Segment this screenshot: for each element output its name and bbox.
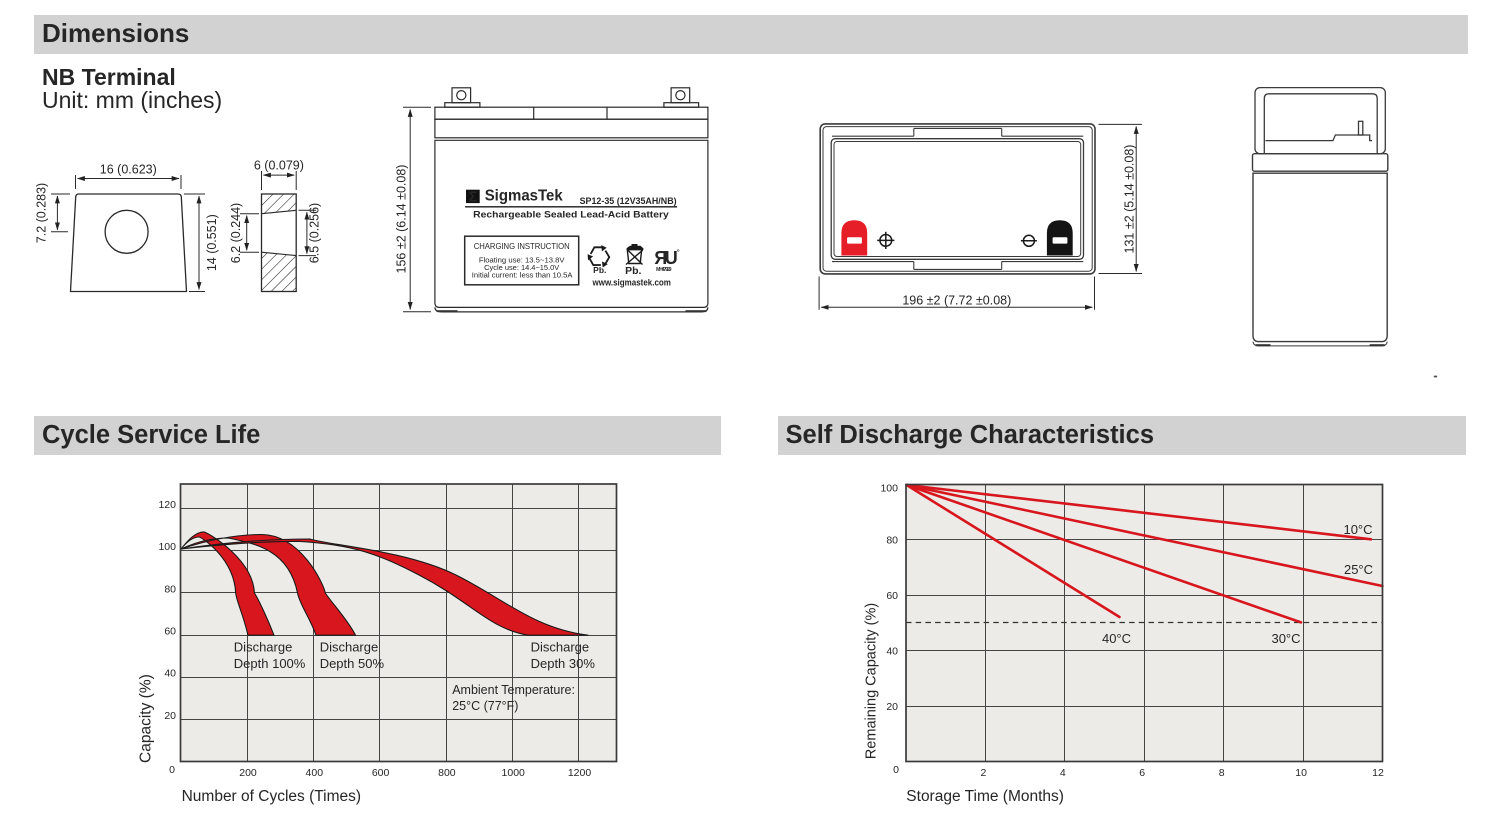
svg-text:40: 40	[886, 646, 898, 658]
svg-text:Remaining Capacity (%): Remaining Capacity (%)	[864, 603, 880, 759]
svg-text:CHARGING INSTRUCTION: CHARGING INSTRUCTION	[474, 242, 570, 251]
svg-text:R: R	[654, 248, 667, 268]
svg-text:40: 40	[164, 668, 176, 680]
svg-text:Discharge: Discharge	[531, 640, 590, 655]
svg-text:MH47929: MH47929	[656, 267, 672, 273]
svg-text:6: 6	[1139, 767, 1145, 779]
svg-text:60: 60	[164, 626, 176, 638]
svg-text:25°C (77°F): 25°C (77°F)	[452, 699, 518, 713]
svg-text:Depth 30%: Depth 30%	[531, 656, 596, 671]
svg-text:SP12-35 (12V35AH/NB): SP12-35 (12V35AH/NB)	[580, 196, 677, 207]
svg-text:Number of Cycles (Times): Number of Cycles (Times)	[182, 788, 361, 805]
svg-text:40°C: 40°C	[1102, 631, 1131, 646]
svg-text:25°C: 25°C	[1344, 562, 1373, 577]
svg-text:Σ: Σ	[468, 190, 477, 206]
svg-text:Discharge: Discharge	[320, 640, 379, 655]
svg-text:80: 80	[164, 583, 176, 595]
svg-text:20: 20	[886, 701, 898, 713]
svg-text:Cycle use: 14.4~15.0V: Cycle use: 14.4~15.0V	[484, 263, 560, 272]
svg-text:1200: 1200	[568, 767, 592, 779]
svg-text:120: 120	[158, 499, 176, 511]
svg-text:10°C: 10°C	[1343, 522, 1372, 537]
svg-text:800: 800	[438, 767, 456, 779]
svg-text:Capacity (%): Capacity (%)	[138, 674, 155, 763]
svg-text:131 ±2 (5.14 ±0.08): 131 ±2 (5.14 ±0.08)	[1123, 145, 1137, 254]
svg-text:U: U	[665, 248, 678, 268]
svg-text:6.5 (0.256): 6.5 (0.256)	[308, 203, 322, 263]
svg-text:156 ±2 (6.14 ±0.08): 156 ±2 (6.14 ±0.08)	[395, 165, 409, 274]
svg-text:12: 12	[1372, 767, 1384, 779]
svg-text:7.2 (0.283): 7.2 (0.283)	[35, 183, 49, 243]
svg-text:2: 2	[980, 767, 986, 779]
svg-text:196 ±2 (7.72 ±0.08): 196 ±2 (7.72 ±0.08)	[902, 294, 1011, 308]
svg-text:30°C: 30°C	[1271, 631, 1300, 646]
svg-text:1000: 1000	[502, 767, 526, 779]
svg-text:60: 60	[886, 590, 898, 602]
svg-text:0: 0	[169, 764, 175, 776]
svg-text:Ambient Temperature:: Ambient Temperature:	[452, 683, 575, 697]
svg-text:Depth 100%: Depth 100%	[234, 656, 306, 671]
svg-text:Storage Time (Months): Storage Time (Months)	[906, 788, 1064, 805]
svg-text:0: 0	[893, 764, 899, 776]
svg-text:Pb.: Pb.	[625, 265, 641, 277]
svg-text:www.sigmastek.com: www.sigmastek.com	[592, 278, 671, 288]
svg-text:Floating use: 13.5~13.8V: Floating use: 13.5~13.8V	[479, 256, 566, 265]
svg-text:Depth 50%: Depth 50%	[320, 656, 385, 671]
svg-text:16 (0.623): 16 (0.623)	[100, 163, 157, 177]
svg-text:8: 8	[1219, 767, 1225, 779]
svg-text:4: 4	[1060, 767, 1066, 779]
svg-text:6.2 (0.244): 6.2 (0.244)	[229, 203, 243, 263]
svg-text:100: 100	[880, 483, 898, 495]
svg-text:400: 400	[306, 767, 324, 779]
svg-text:SigmasTek: SigmasTek	[485, 188, 563, 205]
svg-text:100: 100	[158, 541, 176, 553]
svg-text:200: 200	[239, 767, 257, 779]
svg-text:14 (0.551): 14 (0.551)	[205, 214, 219, 271]
svg-text:80: 80	[886, 535, 898, 547]
svg-text:Pb.: Pb.	[593, 265, 606, 275]
svg-text:Discharge: Discharge	[234, 640, 293, 655]
svg-text:6 (0.079): 6 (0.079)	[254, 159, 304, 173]
svg-text:Rechargeable Sealed Lead-Acid: Rechargeable Sealed Lead-Acid Battery	[473, 210, 669, 220]
svg-text:600: 600	[372, 767, 390, 779]
svg-text:20: 20	[164, 710, 176, 722]
svg-text:Initial current: less than 10.: Initial current: less than 10.5A	[472, 271, 574, 280]
svg-text:10: 10	[1295, 767, 1307, 779]
